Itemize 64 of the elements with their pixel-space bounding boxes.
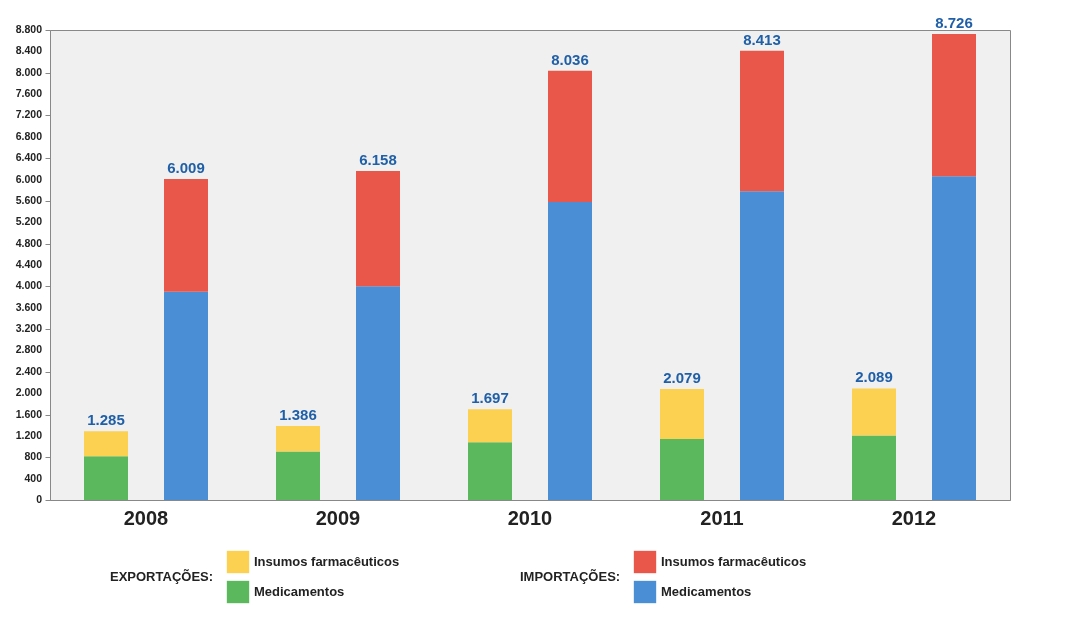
total-label: 1.285 [87,411,125,429]
bar [356,171,400,287]
y-tick-label: 1.200 [15,428,43,441]
bar [548,70,592,202]
bar [468,409,512,443]
legend-label: Insumos farmacêuticos [661,554,807,569]
x-tick-label: 2008 [123,506,169,529]
bar [356,286,400,500]
bar [164,179,208,292]
total-label: 1.697 [471,389,509,407]
y-tick-label: 5.200 [15,215,43,228]
y-tick-label: 1.600 [15,407,43,420]
y-tick-label: 6.800 [15,129,43,142]
y-tick-label: 4.400 [15,258,43,270]
bar [660,439,704,500]
total-label: 1.386 [279,405,317,423]
y-tick-label: 2.800 [15,343,43,356]
y-tick-label: 7.200 [15,108,43,121]
legend-label: Insumos farmacêuticos [254,554,400,569]
total-label: 8.726 [935,13,973,31]
y-tick-label: 2.000 [15,386,43,399]
legend-title: IMPORTAÇÕES: [520,569,621,584]
y-tick-label: 6.400 [15,151,43,164]
y-tick-label: 8.800 [15,23,43,35]
bar [276,425,320,452]
y-tick-label: 3.200 [15,322,43,335]
y-tick-label: 4.800 [15,236,43,249]
total-label: 8.413 [743,30,781,48]
x-tick-label: 2010 [507,506,553,529]
bar [84,431,128,457]
y-tick-label: 4.000 [15,279,43,292]
legend-title: EXPORTAÇÕES: [110,569,214,584]
y-tick-label: 5.600 [15,193,43,206]
y-tick-label: 800 [24,450,43,463]
legend-label: Medicamentos [254,584,345,599]
y-tick-label: 8.400 [15,44,43,57]
y-tick-label: 2.400 [15,364,43,377]
y-tick-label: 400 [24,471,43,484]
x-tick-label: 2012 [891,506,937,529]
total-label: 2.089 [855,368,893,386]
bar [932,176,976,500]
bar [932,33,976,177]
bar [852,435,896,500]
y-tick-label: 8.000 [15,65,43,78]
bar [468,442,512,500]
bar [852,388,896,436]
bar [740,50,784,192]
legend-label: Medicamentos [661,584,752,599]
total-label: 6.009 [167,159,205,177]
y-tick-label: 0 [36,493,43,505]
y-tick-label: 7.600 [15,87,43,100]
bar [84,456,128,500]
total-label: 2.079 [663,368,701,386]
bar [164,291,208,500]
bar [740,191,784,500]
x-tick-label: 2009 [315,506,361,529]
y-tick-label: 6.000 [15,172,43,185]
y-tick-label: 3.600 [15,300,43,313]
x-tick-label: 2011 [700,506,744,529]
total-label: 6.158 [359,151,397,169]
total-label: 8.036 [551,50,589,68]
bar [660,388,704,440]
bar [548,201,592,500]
bar [276,451,320,500]
